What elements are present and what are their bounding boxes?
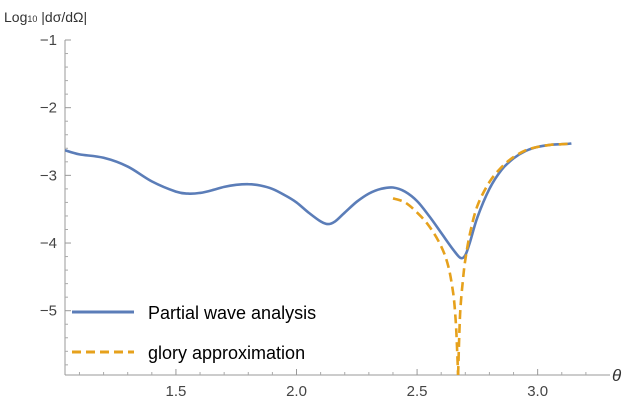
y-axis-title: Log10 |dσ/dΩ| xyxy=(4,9,87,25)
y-axis-title-rest: |dσ/dΩ| xyxy=(37,9,87,25)
series-group xyxy=(65,142,572,375)
x-tick-label: 1.5 xyxy=(165,383,186,400)
ticks: 1.5 2.0 2.5 3.0 −5 −4 −3 −2 −1 xyxy=(40,32,587,400)
axes xyxy=(64,40,610,376)
y-tick-label: −4 xyxy=(40,235,57,252)
y-tick-label: −3 xyxy=(40,167,57,184)
x-tick-label: 2.0 xyxy=(286,383,307,400)
y-axis-title-main: Log xyxy=(4,9,27,25)
x-tick-label: 2.5 xyxy=(407,383,428,400)
y-tick-label: −5 xyxy=(40,303,57,320)
legend-label-glory: glory approximation xyxy=(148,343,305,363)
legend: Partial wave analysis glory approximatio… xyxy=(72,303,316,363)
x-tick-label: 3.0 xyxy=(527,383,548,400)
y-tick-label: −1 xyxy=(40,32,57,49)
svg-text:Log10 |dσ/dΩ|: Log10 |dσ/dΩ| xyxy=(4,9,87,25)
x-axis-title: θ xyxy=(612,366,622,385)
series-line-partial-wave xyxy=(65,142,572,260)
legend-label-partial-wave: Partial wave analysis xyxy=(148,303,316,323)
y-tick-label: −2 xyxy=(40,100,57,117)
y-axis-title-sub: 10 xyxy=(27,14,37,24)
series-line-glory-right xyxy=(456,142,572,375)
series-line-glory-left xyxy=(392,197,460,375)
